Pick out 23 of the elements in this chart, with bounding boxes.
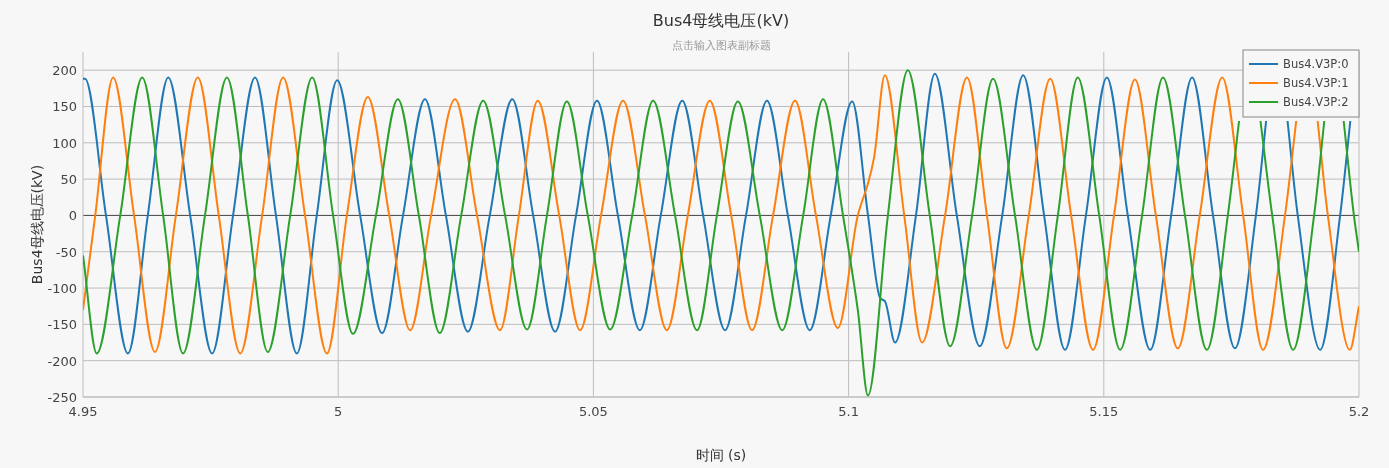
y-tick-label: -100 [47, 281, 77, 297]
x-tick-label: 5.2 [1348, 404, 1370, 419]
y-tick-label: -250 [47, 390, 77, 405]
y-tick-label: 50 [60, 172, 77, 188]
x-tick-label: 4.95 [68, 404, 98, 419]
y-tick-label: 0 [68, 208, 77, 224]
y-tick-label: -150 [47, 317, 77, 333]
y-tick-label: -200 [47, 353, 77, 369]
y-tick-label: 100 [52, 135, 77, 151]
legend-label: Bus4.V3P:1 [1283, 76, 1349, 90]
chart-title: Bus4母线电压(kV) [652, 11, 790, 30]
legend-label: Bus4.V3P:2 [1283, 95, 1349, 109]
x-tick-label: 5.15 [1089, 404, 1119, 419]
x-axis-title: 时间 (s) [695, 447, 747, 463]
y-tick-label: -50 [55, 244, 77, 260]
chart-subtitle: 点击输入图表副标题 [671, 39, 771, 52]
x-tick-label: 5 [334, 404, 343, 419]
y-axis-title: Bus4母线电压(kV) [29, 164, 45, 285]
legend-label: Bus4.V3P:0 [1283, 57, 1349, 71]
y-tick-label: 150 [52, 99, 77, 115]
x-tick-label: 5.05 [578, 404, 608, 419]
x-tick-label: 5.1 [838, 404, 859, 419]
y-tick-label: 200 [52, 63, 77, 79]
